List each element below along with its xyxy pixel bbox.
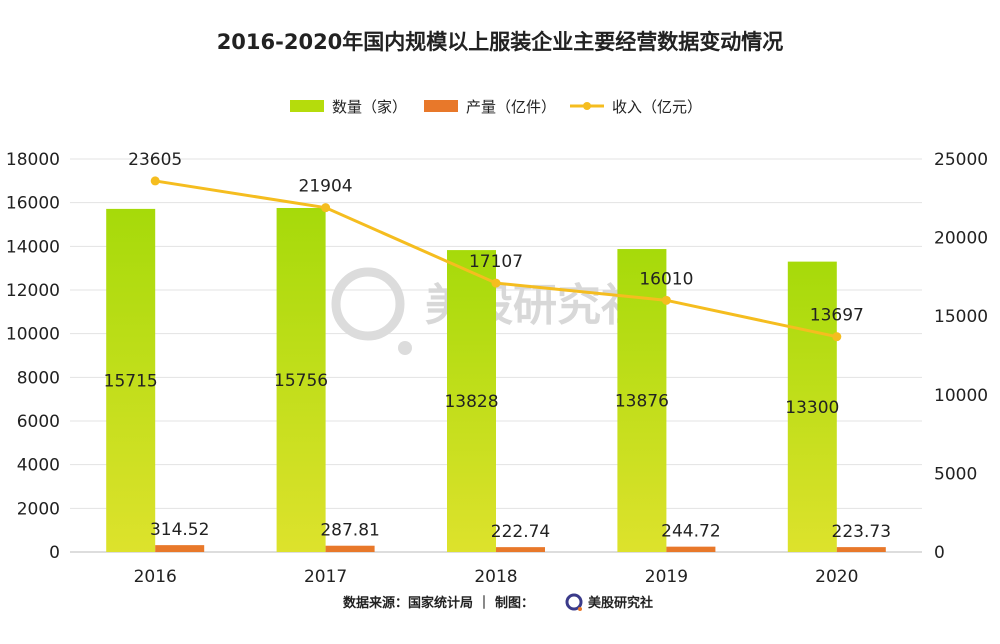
- y-right-tick-label: 20000: [934, 229, 988, 249]
- bar-output: [496, 547, 545, 552]
- data-label-output: 223.73: [832, 522, 891, 542]
- revenue-point: [321, 203, 331, 213]
- data-label-output: 222.74: [491, 522, 550, 542]
- y-left-tick-label: 4000: [17, 456, 60, 476]
- x-tick-label: 2017: [304, 567, 347, 587]
- bar-output: [836, 547, 886, 552]
- y-right-tick-label: 15000: [934, 307, 988, 327]
- y-left-tick-label: 16000: [6, 194, 60, 214]
- y-left-tick-label: 2000: [17, 499, 60, 519]
- bar-count: [787, 261, 837, 552]
- bar-count: [276, 207, 326, 552]
- legend-label-count: 数量（家）: [332, 98, 407, 116]
- bar-output: [666, 546, 716, 552]
- revenue-point: [491, 278, 501, 288]
- data-label-count: 13876: [615, 392, 669, 412]
- revenue-point: [832, 332, 842, 342]
- bar-count: [106, 208, 156, 552]
- bars: [106, 207, 886, 553]
- chart-title: 2016-2020年国内规模以上服装企业主要经营数据变动情况: [217, 30, 784, 54]
- x-tick-label: 2018: [474, 567, 517, 587]
- legend: 数量（家） 产量（亿件） 收入（亿元）: [290, 98, 702, 116]
- axes: 0 2000 4000 6000 8000 10000 12000 14000 16000 180…: [6, 150, 988, 587]
- bar-output: [155, 545, 205, 552]
- y-right-tick-label: 0: [934, 543, 945, 563]
- y-right-tick-label: 25000: [934, 150, 988, 170]
- data-label-count: 15715: [104, 371, 158, 391]
- bar-output: [325, 545, 375, 552]
- data-label-revenue: 21904: [299, 177, 353, 197]
- data-label-count: 13828: [444, 392, 498, 412]
- data-label-revenue: 16010: [639, 269, 693, 289]
- legend-label-output: 产量（亿件）: [466, 98, 556, 116]
- revenue-point: [150, 176, 160, 186]
- brand-logo-dot-icon: [578, 607, 582, 611]
- data-label-count: 13300: [785, 398, 839, 418]
- data-label-revenue: 17107: [469, 252, 523, 272]
- data-label-revenue: 23605: [128, 150, 182, 170]
- y-right-tick-label: 10000: [934, 386, 988, 406]
- data-label-output: 287.81: [320, 521, 379, 541]
- legend-label-revenue: 收入（亿元）: [612, 98, 702, 116]
- bar-count: [447, 250, 496, 552]
- revenue-point: [661, 295, 671, 305]
- y-left-tick-label: 8000: [17, 368, 60, 388]
- data-label-output: 314.52: [150, 520, 209, 540]
- y-left-tick-label: 14000: [6, 237, 60, 257]
- data-labels: 15715 314.52 15756 287.81 13828 222.74 13876 24…: [104, 150, 891, 542]
- legend-swatch-output: [424, 100, 458, 112]
- y-left-tick-label: 12000: [6, 281, 60, 301]
- watermark-logo-icon: [331, 267, 405, 341]
- footer: 数据来源：国家统计局 ｜ 制图： 美股研究社: [343, 593, 653, 611]
- brand-name: 美股研究社: [588, 595, 653, 611]
- y-left-tick-label: 0: [49, 543, 60, 563]
- x-tick-label: 2020: [815, 567, 858, 587]
- data-label-count: 15756: [274, 371, 328, 391]
- y-right-tick-label: 5000: [934, 464, 977, 484]
- revenue-line-layer: [150, 176, 842, 342]
- x-tick-label: 2019: [645, 567, 688, 587]
- watermark-logo-dot-icon: [398, 341, 412, 355]
- source-text: 数据来源：国家统计局 ｜ 制图：: [343, 595, 534, 611]
- legend-marker-revenue: [583, 102, 591, 110]
- data-label-output: 244.72: [661, 522, 720, 542]
- x-tick-label: 2016: [134, 567, 177, 587]
- brand-logo-icon: [565, 593, 583, 611]
- y-left-tick-label: 10000: [6, 325, 60, 345]
- legend-swatch-count: [290, 100, 324, 112]
- y-left-tick-label: 6000: [17, 412, 60, 432]
- y-left-tick-label: 18000: [6, 150, 60, 170]
- data-label-revenue: 13697: [810, 306, 864, 326]
